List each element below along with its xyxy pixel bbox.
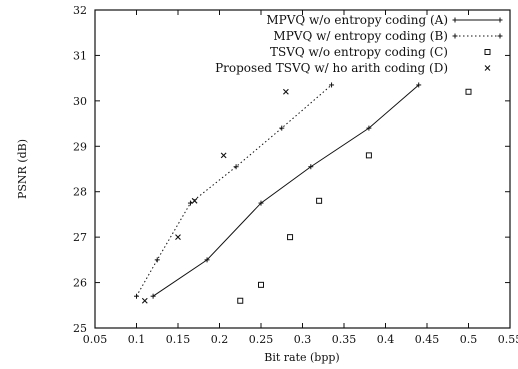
data-point-series-0 bbox=[150, 293, 156, 299]
x-tick-label: 0.4 bbox=[377, 333, 395, 346]
data-point-series-0 bbox=[258, 200, 264, 206]
x-tick-label: 0.05 bbox=[83, 333, 108, 346]
data-point-series-1 bbox=[134, 293, 139, 299]
data-point-series-2 bbox=[258, 281, 264, 288]
series-1 bbox=[134, 82, 335, 299]
y-tick-label: 29 bbox=[73, 140, 87, 153]
data-point-series-1 bbox=[279, 125, 285, 131]
data-point-series-1 bbox=[329, 82, 335, 88]
legend-item-0: MPVQ w/o entropy coding (A) bbox=[266, 13, 503, 27]
series-line-0 bbox=[152, 84, 420, 297]
data-point-series-2 bbox=[287, 234, 294, 241]
y-tick-label: 25 bbox=[73, 322, 87, 335]
data-point-series-3 bbox=[191, 197, 198, 204]
y-tick-label: 27 bbox=[73, 231, 87, 244]
y-tick-label: 32 bbox=[73, 4, 87, 17]
data-point-series-0 bbox=[308, 164, 314, 170]
x-tick-label: 0.55 bbox=[498, 333, 518, 346]
legend-label: MPVQ w/o entropy coding (A) bbox=[266, 13, 448, 27]
data-point-series-3 bbox=[283, 88, 289, 95]
y-axis-title: PSNR (dB) bbox=[16, 139, 29, 199]
data-point-series-1 bbox=[154, 257, 160, 263]
x-axis-title: Bit rate (bpp) bbox=[264, 351, 339, 364]
data-point-series-3 bbox=[141, 297, 148, 304]
x-tick-label: 0.3 bbox=[294, 333, 312, 346]
y-tick-label: 28 bbox=[73, 186, 87, 199]
data-point-series-1 bbox=[233, 164, 239, 170]
data-series bbox=[134, 82, 472, 304]
data-point-series-0 bbox=[416, 82, 422, 88]
series-line-1 bbox=[136, 84, 332, 297]
legend-marker bbox=[484, 49, 491, 55]
legend-marker bbox=[497, 17, 503, 23]
legend-item-1: MPVQ w/ entropy coding (B) bbox=[273, 29, 503, 43]
x-tick-label: 0.15 bbox=[166, 333, 191, 346]
x-tick-label: 0.5 bbox=[460, 333, 478, 346]
x-tick-label: 0.35 bbox=[332, 333, 357, 346]
x-tick-label: 0.25 bbox=[249, 333, 274, 346]
axis-ticks: 0.05 0.1 0.15 0.2 0.25 0.3 0.35 0.4 0.45 0.5 0.55 2… bbox=[73, 4, 518, 346]
series-0 bbox=[150, 82, 422, 299]
data-point-series-2 bbox=[465, 88, 472, 95]
series-3 bbox=[141, 88, 289, 304]
legend-item-2: TSVQ w/o entropy coding (C) bbox=[270, 45, 491, 59]
y-tick-label: 26 bbox=[73, 277, 87, 290]
legend: MPVQ w/o entropy coding (A) MPVQ w/ entro… bbox=[215, 13, 503, 75]
legend-label: MPVQ w/ entropy coding (B) bbox=[273, 29, 448, 43]
x-tick-label: 0.2 bbox=[211, 333, 229, 346]
data-point-series-0 bbox=[366, 125, 372, 131]
legend-label: Proposed TSVQ w/ ho arith coding (D) bbox=[215, 61, 448, 75]
y-tick-label: 31 bbox=[73, 49, 87, 62]
data-point-series-2 bbox=[316, 197, 323, 204]
legend-marker bbox=[452, 17, 458, 23]
legend-marker bbox=[452, 33, 458, 39]
x-tick-label: 0.1 bbox=[128, 333, 146, 346]
data-point-series-2 bbox=[237, 297, 244, 304]
legend-label: TSVQ w/o entropy coding (C) bbox=[270, 45, 448, 59]
data-point-series-3 bbox=[175, 234, 181, 241]
legend-item-3: Proposed TSVQ w/ ho arith coding (D) bbox=[215, 61, 491, 75]
series-2 bbox=[237, 88, 472, 304]
y-tick-label: 30 bbox=[73, 95, 87, 108]
legend-marker bbox=[497, 33, 503, 39]
data-point-series-3 bbox=[220, 152, 227, 159]
data-point-series-2 bbox=[365, 152, 372, 159]
x-tick-label: 0.45 bbox=[415, 333, 440, 346]
data-point-series-0 bbox=[204, 257, 210, 263]
legend-marker bbox=[484, 65, 491, 71]
